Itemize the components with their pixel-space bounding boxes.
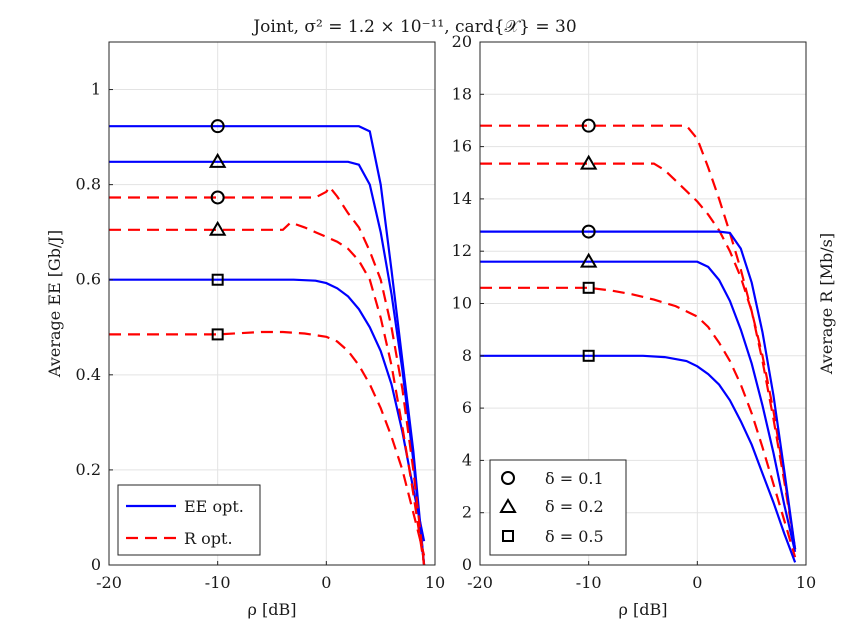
marker-triangle bbox=[579, 252, 598, 268]
left-legend: EE opt. R opt. bbox=[117, 484, 261, 556]
series-line bbox=[109, 221, 426, 566]
y-tick-label: 4 bbox=[462, 450, 472, 469]
marker-triangle bbox=[579, 154, 598, 170]
y-tick-label: 10 bbox=[452, 294, 472, 313]
x-tick-label: 0 bbox=[321, 573, 331, 592]
legend-label-ee-opt: EE opt. bbox=[184, 497, 244, 516]
y-tick-label: 0 bbox=[462, 555, 472, 574]
y-tick-label: 0.2 bbox=[76, 460, 101, 479]
right-chart: -20 -10 0 10 0 2 4 6 8 10 12 14 16 18 20 ρ [dB] Averag… bbox=[452, 32, 836, 619]
right-series bbox=[480, 124, 797, 563]
x-tick-label: 0 bbox=[692, 573, 702, 592]
series-line bbox=[480, 260, 797, 553]
x-tick-label: 10 bbox=[796, 573, 816, 592]
y-tick-label: 6 bbox=[462, 398, 472, 417]
y-tick-label: 12 bbox=[452, 241, 472, 260]
marker-square bbox=[211, 328, 224, 341]
left-ticks: -20 -10 0 10 0 0.2 0.4 0.6 0.8 1 bbox=[76, 80, 446, 592]
right-ticks: -20 -10 0 10 0 2 4 6 8 10 12 14 16 18 20 bbox=[452, 32, 817, 592]
left-axes-frame bbox=[108, 41, 436, 566]
series-line bbox=[480, 286, 797, 558]
y-tick-label: 0.4 bbox=[76, 365, 101, 384]
legend-label-delta-05: δ = 0.5 bbox=[545, 527, 604, 546]
series-line bbox=[480, 354, 797, 563]
marker-circle bbox=[581, 118, 596, 133]
left-y-axis-label: Average EE [Gb/J] bbox=[45, 230, 64, 378]
x-tick-label: 10 bbox=[425, 573, 445, 592]
y-tick-label: 1 bbox=[91, 80, 101, 99]
legend-triangle-icon bbox=[499, 498, 517, 513]
series-line bbox=[109, 185, 426, 566]
series-line bbox=[480, 230, 797, 550]
left-series bbox=[109, 125, 426, 566]
series-line bbox=[109, 160, 426, 566]
right-markers bbox=[579, 118, 598, 362]
marker-triangle bbox=[208, 152, 227, 168]
y-tick-label: 20 bbox=[452, 32, 472, 51]
y-tick-label: 0.6 bbox=[76, 270, 101, 289]
y-tick-label: 18 bbox=[452, 84, 472, 103]
y-tick-label: 16 bbox=[452, 137, 472, 156]
left-x-axis-label: ρ [dB] bbox=[248, 600, 297, 619]
chart-title: Joint, σ² = 1.2 × 10⁻¹¹, card{𝒳} = 30 bbox=[251, 17, 576, 37]
x-tick-label: -20 bbox=[467, 573, 493, 592]
y-tick-label: 0.8 bbox=[76, 175, 101, 194]
legend-square-icon bbox=[502, 530, 514, 542]
x-tick-label: -10 bbox=[205, 573, 231, 592]
y-tick-label: 2 bbox=[462, 503, 472, 522]
left-chart: -20 -10 0 10 0 0.2 0.4 0.6 0.8 1 ρ [dB] Average E… bbox=[45, 41, 446, 619]
legend-label-delta-02: δ = 0.2 bbox=[545, 497, 604, 516]
legend-label-delta-01: δ = 0.1 bbox=[545, 469, 604, 488]
legend-label-r-opt: R opt. bbox=[184, 529, 233, 548]
x-tick-label: -20 bbox=[96, 573, 122, 592]
y-tick-label: 0 bbox=[91, 555, 101, 574]
series-line bbox=[109, 125, 426, 566]
y-tick-label: 8 bbox=[462, 346, 472, 365]
marker-circle bbox=[210, 119, 225, 134]
marker-square bbox=[211, 273, 224, 286]
marker-circle bbox=[581, 224, 596, 239]
series-line bbox=[480, 162, 797, 550]
left-markers bbox=[208, 119, 227, 341]
right-y-axis-label: Average R [Mb/s] bbox=[817, 233, 836, 375]
marker-square bbox=[582, 281, 595, 294]
marker-square bbox=[582, 349, 595, 362]
marker-triangle bbox=[208, 220, 227, 236]
series-line bbox=[109, 330, 426, 556]
legend-circle-icon bbox=[501, 471, 515, 485]
right-x-axis-label: ρ [dB] bbox=[619, 600, 668, 619]
y-tick-label: 14 bbox=[452, 189, 472, 208]
x-tick-label: -10 bbox=[576, 573, 602, 592]
right-legend: δ = 0.1 δ = 0.2 δ = 0.5 bbox=[489, 459, 627, 556]
marker-circle bbox=[210, 190, 225, 205]
series-line bbox=[480, 124, 797, 550]
